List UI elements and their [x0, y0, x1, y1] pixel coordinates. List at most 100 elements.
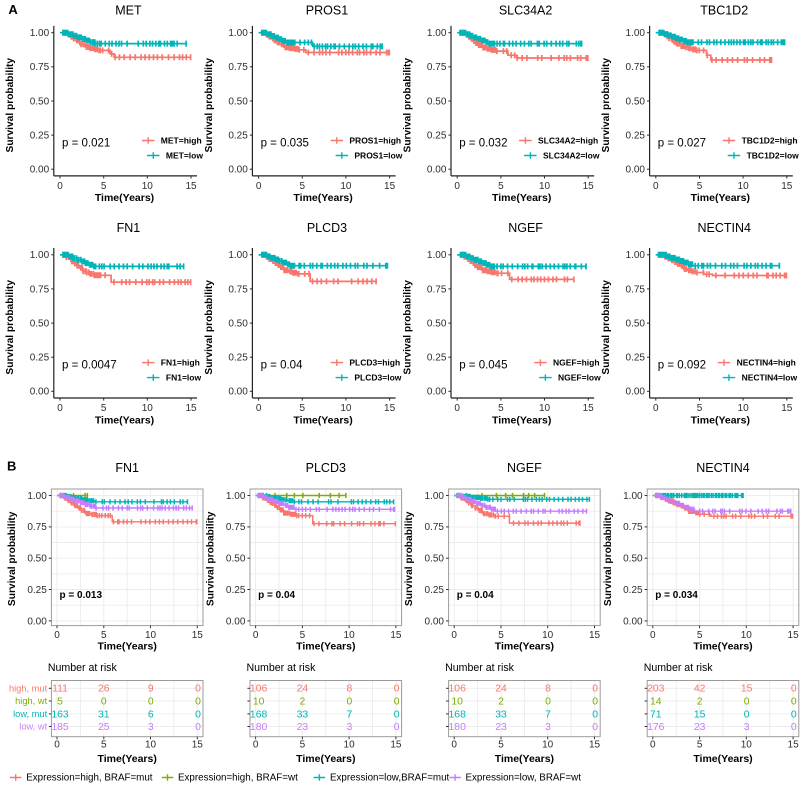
svg-text:5: 5 [101, 630, 107, 641]
svg-text:0: 0 [57, 181, 63, 192]
svg-text:0: 0 [347, 696, 353, 707]
svg-text:NECTIN4: NECTIN4 [696, 461, 750, 475]
svg-text:high, mut: high, mut [9, 684, 48, 694]
svg-text:Expression=low, BRAF=wt: Expression=low, BRAF=wt [466, 773, 582, 784]
svg-text:10: 10 [340, 181, 352, 192]
svg-text:168: 168 [449, 709, 467, 720]
svg-text:5: 5 [101, 181, 107, 192]
svg-text:7: 7 [545, 709, 551, 720]
svg-text:Survival probability: Survival probability [204, 280, 215, 375]
svg-text:NECTIN4=low: NECTIN4=low [742, 373, 798, 383]
svg-text:0.25: 0.25 [425, 585, 445, 596]
svg-text:5: 5 [300, 403, 306, 414]
svg-text:0: 0 [653, 181, 659, 192]
svg-text:106: 106 [449, 684, 467, 695]
svg-text:5: 5 [300, 630, 306, 641]
svg-text:0: 0 [253, 630, 259, 641]
svg-text:15: 15 [589, 739, 601, 750]
svg-text:8: 8 [545, 684, 551, 695]
svg-text:low, wt: low, wt [19, 722, 47, 732]
svg-text:MET=high: MET=high [161, 136, 202, 146]
svg-text:15: 15 [788, 630, 800, 641]
svg-text:NGEF: NGEF [508, 221, 543, 235]
svg-text:0: 0 [394, 696, 400, 707]
svg-text:0.75: 0.75 [623, 522, 643, 533]
svg-text:FN1=high: FN1=high [161, 358, 200, 368]
svg-text:Number at risk: Number at risk [644, 662, 714, 674]
svg-text:0: 0 [545, 696, 551, 707]
svg-text:NECTIN4=high: NECTIN4=high [737, 358, 796, 368]
svg-text:33: 33 [297, 709, 309, 720]
svg-text:Time(Years): Time(Years) [492, 414, 551, 426]
svg-text:0.00: 0.00 [226, 616, 246, 627]
svg-text:23: 23 [495, 722, 507, 733]
svg-text:15: 15 [384, 403, 396, 414]
svg-text:23: 23 [694, 722, 706, 733]
svg-text:0.50: 0.50 [427, 96, 447, 107]
svg-text:Time(Years): Time(Years) [495, 640, 554, 652]
svg-text:1.00: 1.00 [427, 28, 447, 39]
svg-text:0.00: 0.00 [30, 165, 50, 176]
svg-text:0: 0 [451, 630, 457, 641]
svg-text:p = 0.013: p = 0.013 [60, 590, 103, 601]
svg-text:0.75: 0.75 [30, 62, 50, 73]
svg-text:5: 5 [300, 739, 306, 750]
svg-text:FN1: FN1 [115, 461, 139, 475]
svg-text:Survival probability: Survival probability [402, 58, 413, 153]
svg-text:0: 0 [744, 696, 750, 707]
svg-text:0.75: 0.75 [626, 284, 646, 295]
svg-text:6: 6 [148, 709, 154, 720]
svg-text:15: 15 [788, 739, 800, 750]
svg-text:10: 10 [145, 630, 157, 641]
svg-text:3: 3 [148, 722, 154, 733]
svg-text:0.50: 0.50 [226, 554, 246, 565]
svg-text:p = 0.04: p = 0.04 [258, 590, 295, 601]
svg-text:0.00: 0.00 [30, 387, 50, 398]
svg-text:0: 0 [195, 696, 201, 707]
svg-text:0.25: 0.25 [27, 585, 47, 596]
svg-text:p = 0.045: p = 0.045 [459, 359, 507, 371]
svg-text:10: 10 [542, 739, 554, 750]
svg-text:0.25: 0.25 [228, 353, 248, 364]
svg-text:Time(Years): Time(Years) [495, 753, 554, 765]
svg-text:0.25: 0.25 [226, 585, 246, 596]
svg-text:15: 15 [384, 181, 396, 192]
svg-text:PROS1=low: PROS1=low [354, 151, 402, 161]
svg-text:0.75: 0.75 [626, 62, 646, 73]
svg-text:15: 15 [192, 630, 204, 641]
svg-text:8: 8 [347, 684, 353, 695]
svg-text:Survival probability: Survival probability [402, 280, 413, 375]
svg-text:0.00: 0.00 [626, 387, 646, 398]
svg-text:0.75: 0.75 [228, 284, 248, 295]
svg-text:PLCD3: PLCD3 [306, 461, 346, 475]
svg-text:1.00: 1.00 [226, 491, 246, 502]
svg-text:0: 0 [592, 709, 598, 720]
svg-text:0.25: 0.25 [427, 131, 447, 142]
svg-text:0.00: 0.00 [427, 387, 447, 398]
svg-text:15: 15 [694, 709, 706, 720]
svg-text:0: 0 [101, 696, 107, 707]
svg-text:0.75: 0.75 [226, 522, 246, 533]
svg-text:0.00: 0.00 [228, 387, 248, 398]
svg-text:24: 24 [297, 684, 309, 695]
svg-text:7: 7 [347, 709, 353, 720]
svg-text:0.50: 0.50 [626, 318, 646, 329]
svg-text:71: 71 [650, 709, 662, 720]
svg-text:0: 0 [394, 709, 400, 720]
svg-text:1.00: 1.00 [427, 250, 447, 261]
svg-text:Time(Years): Time(Years) [98, 640, 157, 652]
svg-text:15: 15 [741, 684, 753, 695]
svg-text:3: 3 [744, 722, 750, 733]
svg-text:0: 0 [791, 722, 797, 733]
svg-text:Expression=low,BRAF=mut: Expression=low,BRAF=mut [330, 773, 450, 784]
svg-text:Time(Years): Time(Years) [492, 192, 551, 204]
svg-text:5: 5 [697, 739, 703, 750]
svg-text:5: 5 [101, 403, 107, 414]
svg-text:0: 0 [650, 739, 656, 750]
svg-text:26: 26 [98, 684, 110, 695]
svg-text:10: 10 [741, 739, 753, 750]
svg-text:NGEF=high: NGEF=high [553, 358, 600, 368]
svg-text:0: 0 [592, 696, 598, 707]
svg-text:10: 10 [142, 403, 154, 414]
svg-text:Survival probability: Survival probability [204, 58, 215, 153]
